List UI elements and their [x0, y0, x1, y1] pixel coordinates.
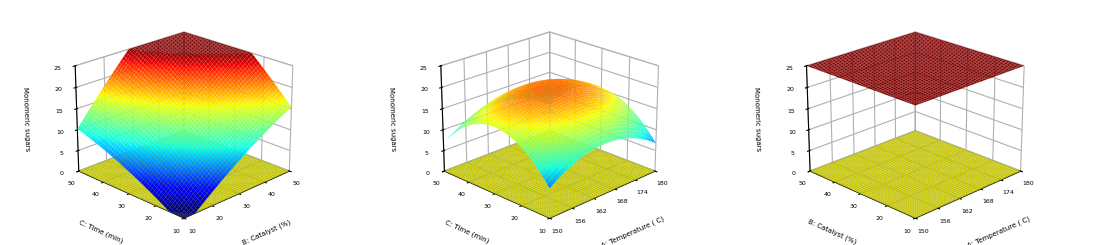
Y-axis label: C: Time (min): C: Time (min) [78, 219, 124, 245]
Y-axis label: C: Time (min): C: Time (min) [444, 219, 490, 245]
X-axis label: B: Catalyst (%): B: Catalyst (%) [242, 218, 292, 245]
X-axis label: A: Temperature ( C): A: Temperature ( C) [966, 215, 1031, 245]
Y-axis label: B: Catalyst (%): B: Catalyst (%) [807, 218, 858, 245]
X-axis label: A: Temperature ( C): A: Temperature ( C) [600, 215, 665, 245]
